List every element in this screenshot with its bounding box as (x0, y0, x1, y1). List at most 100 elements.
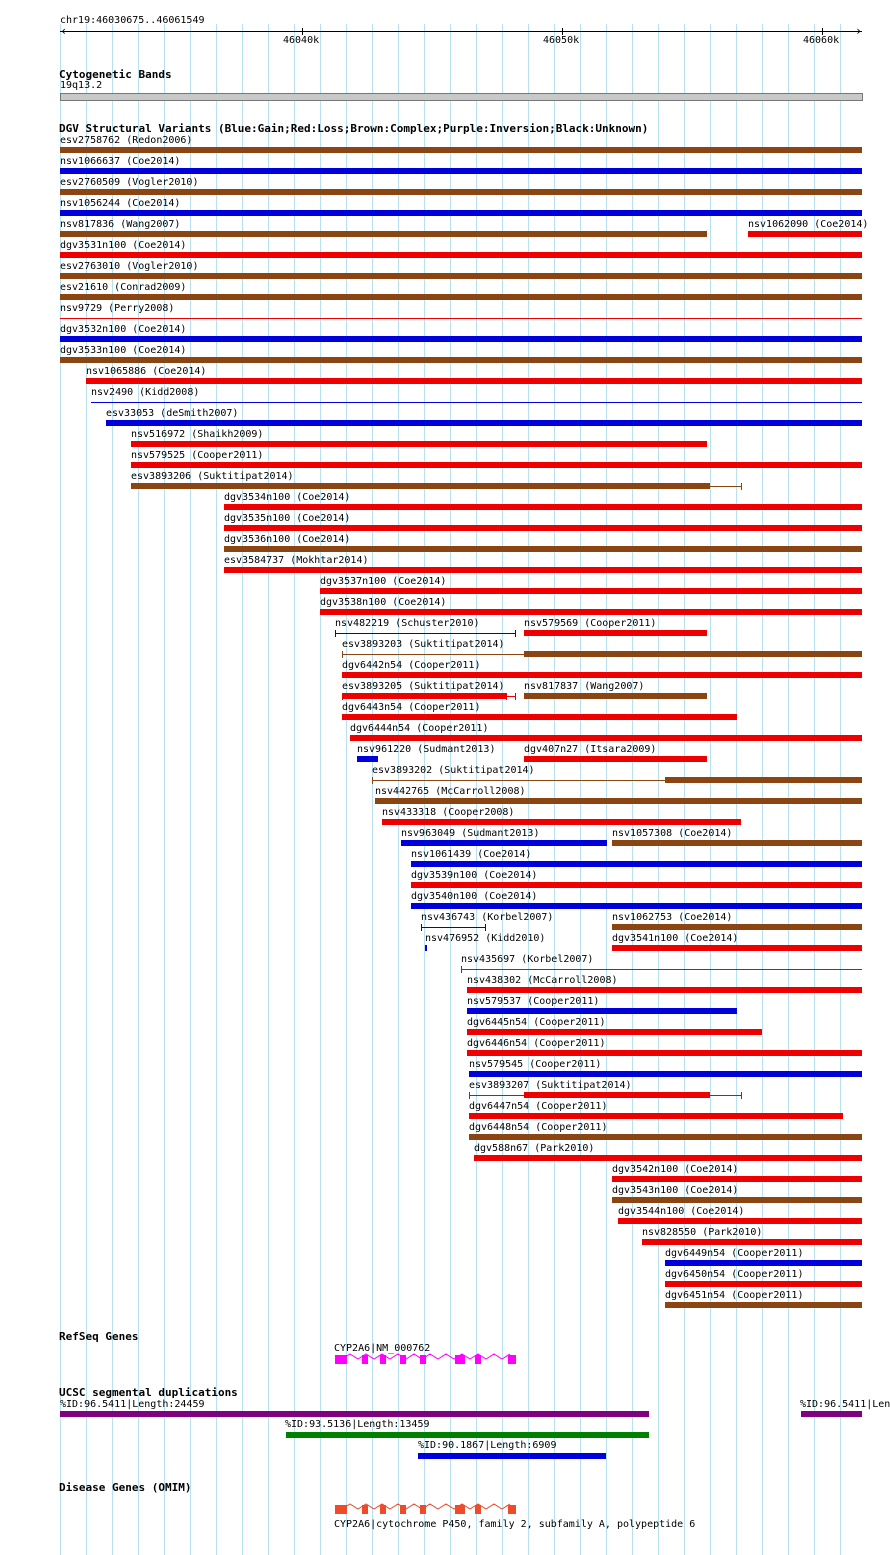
variant-label[interactable]: dgv6446n54 (Cooper2011) (467, 1038, 606, 1049)
variant-bar[interactable] (665, 1302, 862, 1308)
variant-bar[interactable] (411, 882, 862, 888)
variant-bar[interactable] (60, 189, 862, 195)
variant-label[interactable]: esv2760509 (Vogler2010) (60, 177, 199, 188)
variant-label[interactable]: esv3893206 (Suktitipat2014) (131, 471, 294, 482)
variant-bar[interactable] (86, 378, 862, 384)
variant-bar[interactable] (474, 1155, 862, 1161)
variant-bar[interactable] (60, 294, 862, 300)
refseq-gene-model[interactable] (330, 1352, 520, 1366)
variant-bar[interactable] (224, 567, 862, 573)
variant-label[interactable]: dgv3542n100 (Coe2014) (612, 1164, 739, 1175)
variant-label[interactable]: esv3893203 (Suktitipat2014) (342, 639, 505, 650)
segdup-label[interactable]: %ID:90.1867|Length:6909 (418, 1440, 557, 1451)
variant-label[interactable]: nsv817837 (Wang2007) (524, 681, 645, 692)
variant-label[interactable]: nsv1065886 (Coe2014) (86, 366, 207, 377)
variant-bar[interactable] (60, 147, 862, 153)
variant-label[interactable]: dgv3537n100 (Coe2014) (320, 576, 447, 587)
variant-bar[interactable] (411, 861, 862, 867)
omim-gene-model[interactable] (330, 1502, 520, 1516)
variant-label[interactable]: dgv3538n100 (Coe2014) (320, 597, 447, 608)
variant-bar[interactable] (342, 693, 506, 699)
variant-bar[interactable] (60, 168, 862, 174)
variant-label[interactable]: dgv3533n100 (Coe2014) (60, 345, 187, 356)
variant-bar[interactable] (131, 462, 862, 468)
variant-label[interactable]: dgv3544n100 (Coe2014) (618, 1206, 745, 1217)
variant-label[interactable]: nsv2490 (Kidd2008) (91, 387, 200, 398)
variant-bar[interactable] (60, 273, 862, 279)
variant-bar[interactable] (425, 945, 427, 951)
segdup-label[interactable]: %ID:93.5136|Length:13459 (285, 1419, 430, 1430)
variant-bar[interactable] (467, 1050, 862, 1056)
variant-bar[interactable] (335, 633, 515, 634)
variant-label[interactable]: dgv6451n54 (Cooper2011) (665, 1290, 804, 1301)
variant-label[interactable]: nsv817836 (Wang2007) (60, 219, 181, 230)
variant-label[interactable]: nsv438302 (McCarroll2008) (467, 975, 618, 986)
variant-label[interactable]: nsv579525 (Cooper2011) (131, 450, 264, 461)
variant-label[interactable]: esv3893202 (Suktitipat2014) (372, 765, 535, 776)
variant-bar[interactable] (467, 987, 862, 993)
variant-label[interactable]: esv3893207 (Suktitipat2014) (469, 1080, 632, 1091)
variant-label[interactable]: nsv442765 (McCarroll2008) (375, 786, 526, 797)
variant-bar[interactable] (461, 969, 862, 970)
variant-bar[interactable] (748, 231, 862, 237)
variant-label[interactable]: nsv579545 (Cooper2011) (469, 1059, 602, 1070)
variant-label[interactable]: dgv3531n100 (Coe2014) (60, 240, 187, 251)
variant-bar[interactable] (60, 318, 862, 319)
variant-bar[interactable] (60, 231, 707, 237)
variant-bar[interactable] (224, 546, 862, 552)
variant-bar[interactable] (401, 840, 607, 846)
variant-label[interactable]: dgv6448n54 (Cooper2011) (469, 1122, 608, 1133)
variant-bar[interactable] (467, 1029, 762, 1035)
variant-bar[interactable] (411, 903, 862, 909)
variant-bar[interactable] (320, 588, 862, 594)
variant-bar[interactable] (60, 210, 862, 216)
variant-bar[interactable] (375, 798, 862, 804)
variant-bar[interactable] (665, 1260, 862, 1266)
segdup-bar[interactable] (286, 1432, 649, 1438)
variant-bar[interactable] (612, 1197, 862, 1203)
variant-label[interactable]: nsv516972 (Shaikh2009) (131, 429, 264, 440)
variant-bar[interactable] (612, 840, 862, 846)
variant-label[interactable]: dgv6443n54 (Cooper2011) (342, 702, 481, 713)
variant-label[interactable]: esv21610 (Conrad2009) (60, 282, 187, 293)
variant-bar[interactable] (524, 756, 707, 762)
variant-label[interactable]: nsv961220 (Sudmant2013) (357, 744, 496, 755)
variant-label[interactable]: nsv828550 (Park2010) (642, 1227, 763, 1238)
variant-label[interactable]: dgv6445n54 (Cooper2011) (467, 1017, 606, 1028)
variant-label[interactable]: dgv6449n54 (Cooper2011) (665, 1248, 804, 1259)
variant-bar[interactable] (612, 924, 862, 930)
variant-label[interactable]: dgv3535n100 (Coe2014) (224, 513, 351, 524)
segdup-label[interactable]: %ID:96.5411|Length:24459 (60, 1399, 205, 1410)
variant-label[interactable]: nsv579537 (Cooper2011) (467, 996, 600, 1007)
variant-label[interactable]: esv2763010 (Vogler2010) (60, 261, 199, 272)
variant-bar[interactable] (618, 1218, 862, 1224)
segdup-label[interactable]: %ID:96.5411|Len (800, 1399, 890, 1410)
variant-bar[interactable] (642, 1239, 862, 1245)
variant-bar[interactable] (524, 693, 707, 699)
variant-label[interactable]: esv33053 (deSmith2007) (106, 408, 239, 419)
variant-label[interactable]: dgv407n27 (Itsara2009) (524, 744, 657, 755)
variant-label[interactable]: nsv436743 (Korbel2007) (421, 912, 554, 923)
variant-label[interactable]: dgv3541n100 (Coe2014) (612, 933, 739, 944)
segdup-bar[interactable] (801, 1411, 862, 1417)
variant-bar[interactable] (60, 357, 862, 363)
variant-label[interactable]: dgv6450n54 (Cooper2011) (665, 1269, 804, 1280)
variant-bar[interactable] (131, 441, 707, 447)
variant-label[interactable]: dgv6447n54 (Cooper2011) (469, 1101, 608, 1112)
segdup-bar[interactable] (418, 1453, 606, 1459)
variant-label[interactable]: nsv482219 (Schuster2010) (335, 618, 480, 629)
variant-bar[interactable] (469, 1113, 843, 1119)
variant-label[interactable]: nsv1061439 (Coe2014) (411, 849, 532, 860)
variant-bar[interactable] (342, 714, 737, 720)
variant-bar[interactable] (350, 735, 862, 741)
variant-label[interactable]: nsv1057308 (Coe2014) (612, 828, 733, 839)
variant-label[interactable]: dgv3532n100 (Coe2014) (60, 324, 187, 335)
variant-bar[interactable] (224, 504, 862, 510)
variant-bar[interactable] (524, 630, 707, 636)
variant-label[interactable]: esv2758762 (Redon2006) (60, 135, 193, 146)
variant-bar[interactable] (60, 252, 862, 258)
variant-bar[interactable] (91, 402, 862, 403)
variant-bar[interactable] (372, 780, 862, 781)
variant-bar[interactable] (382, 819, 741, 825)
segdup-bar[interactable] (60, 1411, 649, 1417)
